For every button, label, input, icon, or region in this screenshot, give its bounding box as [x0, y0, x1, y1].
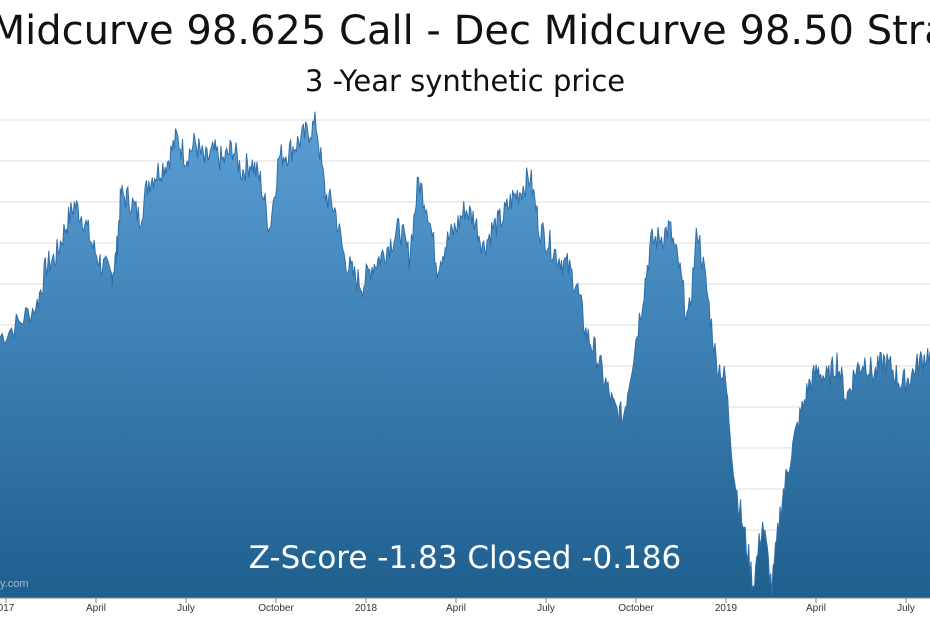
- x-tick-label: April: [446, 603, 466, 614]
- x-tick-label: October: [258, 603, 294, 614]
- area-series: [0, 111, 930, 598]
- x-axis-ticks: 017 April July October 2018 April July October 2…: [0, 598, 915, 614]
- chart-title: c Midcurve 98.625 Call - Dec Midcurve 98…: [0, 8, 930, 54]
- x-tick-label: July: [177, 603, 195, 614]
- chart-subtitle: 3 -Year synthetic price: [304, 64, 626, 98]
- zscore-annotation: Z-Score -1.83 Closed -0.186: [248, 540, 682, 576]
- x-tick-label: 017: [0, 603, 15, 614]
- x-tick-label: April: [86, 603, 106, 614]
- x-tick-label: 2018: [355, 603, 378, 614]
- x-tick-label: July: [537, 603, 555, 614]
- area-series-outline: [0, 111, 930, 595]
- x-tick-label: 2019: [715, 603, 738, 614]
- x-tick-label: April: [806, 603, 826, 614]
- watermark: y.com: [0, 578, 29, 590]
- x-tick-label: July: [897, 603, 915, 614]
- x-tick-label: October: [618, 603, 654, 614]
